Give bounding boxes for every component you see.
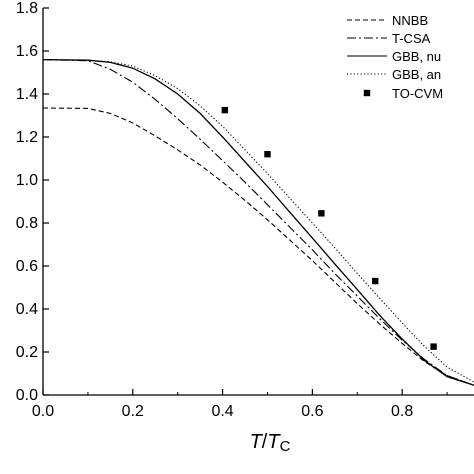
y-tick-label: 0.2 (16, 344, 38, 361)
x-tick-label: 0.0 (32, 403, 54, 420)
series-line-nnbb (43, 107, 474, 386)
legend-label-gbb-an: GBB, an (392, 67, 441, 82)
y-tick-label: 1.2 (16, 129, 38, 146)
y-tick-label: 1.8 (16, 0, 38, 17)
y-tick-label: 0.4 (16, 301, 38, 318)
legend-label-t-csa: T-CSA (392, 31, 431, 46)
axes: 0.0 0.2 0.4 0.6 0.8 1.0 1.2 1.4 1.6 1.8 0.0 0.2 0.4 0… (16, 0, 474, 420)
x-tick-label: 0.6 (301, 403, 323, 420)
x-axis-label-sub: C (280, 438, 291, 455)
legend: NNBB T-CSA GBB, nu GBB, an TO-CVM (347, 13, 443, 101)
y-tick-label: 0.8 (16, 215, 38, 232)
y-tick-label: 1.0 (16, 172, 38, 189)
y-tick-label: 1.6 (16, 43, 38, 60)
legend-label-nnbb: NNBB (392, 13, 428, 28)
point-to-cvm (430, 343, 437, 350)
x-tick-label: 0.8 (391, 403, 413, 420)
x-axis-label: T/TC (250, 431, 291, 455)
x-axis-label-sub-main: T (267, 431, 281, 453)
legend-label-gbb-nu: GBB, nu (392, 49, 441, 64)
point-to-cvm (372, 277, 379, 285)
x-tick-label: 0.4 (211, 403, 233, 420)
legend-marker-to-cvm (363, 89, 371, 97)
point-to-cvm (264, 151, 271, 158)
series-line-t-csa (43, 59, 474, 386)
x-axis-label-slash: / (262, 431, 268, 453)
point-to-cvm (318, 210, 325, 217)
x-axis-label-main: T (250, 431, 264, 453)
legend-label-to-cvm: TO-CVM (392, 86, 443, 101)
y-tick-label: 0.6 (16, 258, 38, 275)
point-to-cvm (221, 106, 229, 114)
series-line-gbb-an (43, 59, 474, 383)
series-line-gbb-nu (43, 58, 474, 386)
plot-area (43, 58, 474, 386)
y-tick-label: 1.4 (16, 86, 38, 103)
y-tick-label: 0.0 (16, 387, 38, 404)
x-tick-label: 0.2 (122, 403, 144, 420)
